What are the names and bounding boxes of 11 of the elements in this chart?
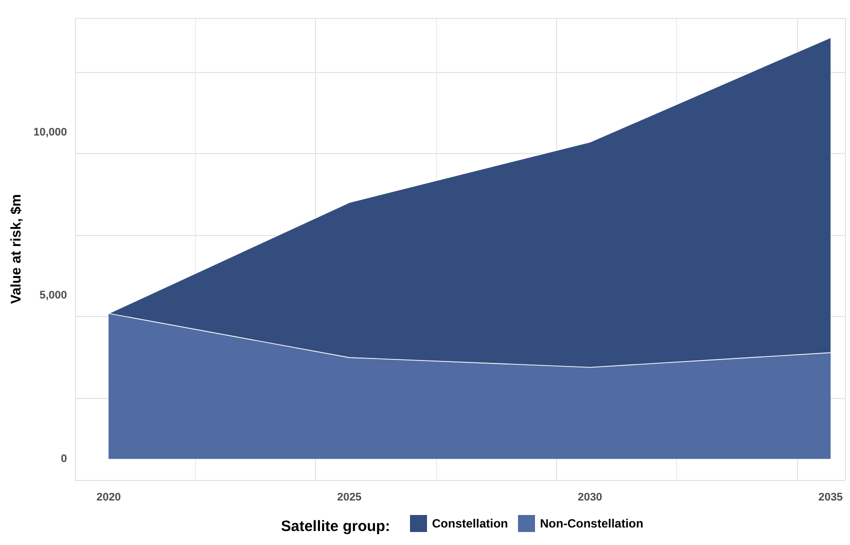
y-tick-label: 10,000	[33, 126, 67, 138]
x-tick-label: 2025	[337, 492, 362, 504]
y-tick-label: 5,000	[39, 290, 67, 302]
legend-label: Constellation	[432, 516, 508, 530]
legend-title: Satellite group:	[281, 518, 390, 535]
x-tick-label: 2035	[818, 492, 843, 504]
x-tick-label: 2030	[578, 492, 602, 504]
y-axis-title: Value at risk, $m	[7, 194, 24, 304]
y-tick-label: 0	[60, 452, 67, 465]
x-tick-label: 2020	[96, 492, 121, 504]
legend-label: Non-Constellation	[540, 516, 644, 530]
